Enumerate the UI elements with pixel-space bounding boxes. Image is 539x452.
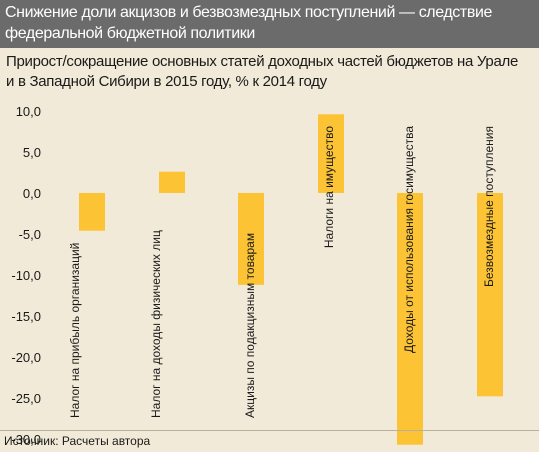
y-tick-label: 5,0 [23, 145, 41, 160]
y-tick-label: -10,0 [11, 268, 41, 283]
category-label-2: Налог на доходы физических лиц [149, 230, 163, 418]
chart-title: Снижение доли акцизов и безвозмездных по… [5, 4, 492, 42]
bar-3 [238, 193, 264, 285]
bar-5 [397, 193, 423, 445]
y-tick-label: 10,0 [16, 104, 41, 119]
category-label-5: Доходы от использования госимущества [402, 126, 416, 353]
category-label-3: Акцизы по подакцизным товарам [243, 233, 257, 418]
bar-6 [477, 193, 503, 397]
header-bar: Снижение доли акцизов и безвозмездных по… [0, 0, 539, 48]
bar-2 [159, 171, 185, 193]
y-tick-label: -15,0 [11, 309, 41, 324]
y-tick-label: -20,0 [11, 350, 41, 365]
source-divider [0, 430, 539, 431]
bar-1 [79, 193, 105, 231]
y-tick-label: 0,0 [23, 186, 41, 201]
category-label-4: Налоги на имущество [322, 126, 336, 248]
category-label-1: Налог на прибыль организаций [68, 243, 82, 418]
y-tick-label: -5,0 [19, 227, 41, 242]
category-label-6: Безвозмездные поступления [482, 126, 496, 287]
chart-subtitle: Прирост/сокращение основных статей доход… [6, 53, 518, 90]
bar-4 [318, 114, 344, 193]
y-tick-label: -30,0 [11, 432, 41, 447]
y-tick-label: -25,0 [11, 391, 41, 406]
source-note: Источник: Расчеты автора [4, 434, 151, 448]
